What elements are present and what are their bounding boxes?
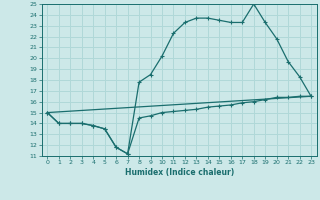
X-axis label: Humidex (Indice chaleur): Humidex (Indice chaleur) [124, 168, 234, 177]
